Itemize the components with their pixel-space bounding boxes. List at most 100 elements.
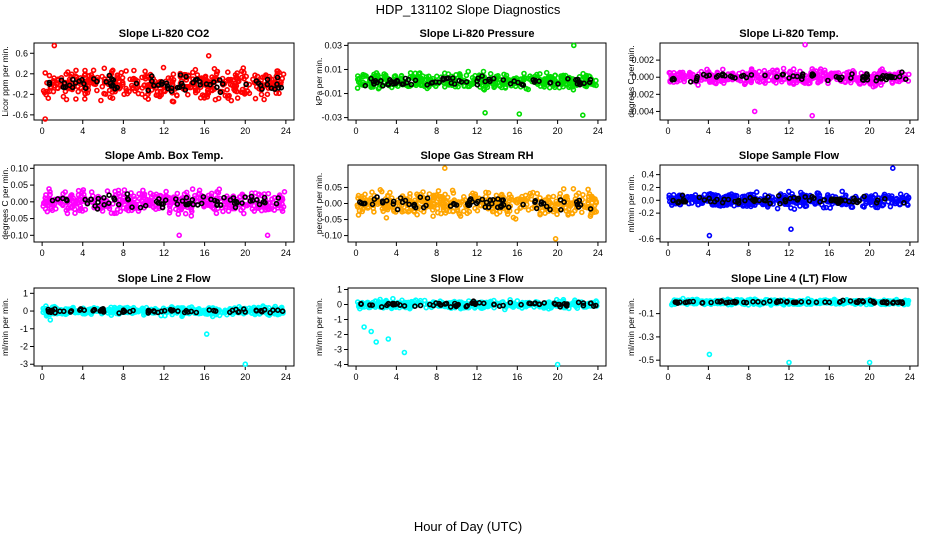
data-point: [568, 201, 575, 208]
reference-point: [121, 308, 128, 315]
data-point-outlier: [751, 108, 758, 115]
data-point: [117, 208, 124, 215]
reference-point: [714, 196, 720, 203]
data-point: [517, 205, 523, 211]
data-point: [224, 87, 230, 93]
data-point-outlier: [809, 112, 816, 119]
data-point: [106, 307, 112, 314]
x-tick-label: 8: [746, 126, 751, 136]
data-point: [82, 206, 89, 213]
reference-point: [275, 85, 282, 91]
reference-point: [97, 308, 103, 314]
x-tick-label: 24: [281, 126, 291, 136]
data-point: [717, 199, 724, 206]
data-point: [98, 97, 104, 104]
reference-point: [372, 78, 379, 84]
data-point: [472, 205, 478, 212]
reference-point: [273, 200, 280, 207]
y-axis-label: Licor ppm per min.: [0, 46, 10, 116]
data-point: [550, 193, 557, 200]
y-tick-label: -0.5: [638, 355, 654, 365]
data-point: [46, 72, 53, 79]
data-point: [507, 296, 513, 303]
reference-point: [735, 197, 742, 204]
data-point: [72, 210, 78, 216]
x-tick-label: 8: [121, 248, 126, 258]
x-tick-label: 20: [865, 248, 875, 258]
data-point: [73, 96, 79, 102]
data-point: [902, 299, 908, 306]
data-points: [354, 165, 600, 242]
data-point: [196, 187, 203, 194]
data-point: [50, 88, 57, 95]
reference-point: [826, 299, 833, 306]
y-tick-label: -0.03: [321, 113, 342, 123]
data-point: [150, 204, 157, 211]
data-point: [812, 200, 818, 206]
data-point: [213, 210, 220, 217]
reference-point: [124, 191, 131, 197]
reference-point: [405, 76, 412, 83]
reference-point: [690, 298, 697, 305]
x-tick-label: 12: [784, 248, 794, 258]
reference-point: [487, 197, 494, 203]
data-point: [278, 79, 284, 85]
y-tick-label: 0: [23, 306, 28, 316]
reference-point: [748, 72, 755, 78]
data-point: [562, 205, 569, 211]
chart-title: Slope Sample Flow: [739, 150, 840, 162]
reference-point: [63, 196, 70, 203]
reference-point: [821, 197, 828, 203]
y-tick-label: 1: [337, 285, 342, 295]
data-point-outlier: [706, 232, 713, 239]
x-tick-label: 20: [240, 372, 250, 382]
data-point: [502, 84, 509, 90]
reference-point: [575, 299, 582, 306]
data-point: [573, 192, 580, 199]
reference-point: [472, 301, 479, 308]
reference-point: [84, 200, 91, 207]
reference-point: [417, 194, 424, 200]
data-point: [748, 66, 755, 72]
reference-point: [717, 299, 723, 305]
data-point: [578, 209, 585, 216]
reference-point: [701, 197, 708, 203]
data-point: [527, 190, 534, 197]
data-point-outlier: [516, 111, 523, 117]
reference-point: [72, 80, 79, 86]
x-tick-label: 24: [593, 126, 603, 136]
reference-point: [791, 299, 798, 306]
data-point: [120, 198, 127, 205]
reference-point: [81, 307, 87, 314]
data-point: [383, 215, 390, 221]
data-point: [114, 72, 121, 78]
reference-point: [60, 308, 67, 315]
x-tick-label: 16: [512, 248, 522, 258]
data-point: [580, 192, 586, 198]
data-point: [378, 188, 385, 195]
reference-point: [479, 73, 485, 79]
reference-point: [267, 309, 274, 316]
data-point: [127, 76, 133, 83]
data-point: [421, 297, 428, 304]
reference-point: [95, 199, 101, 206]
reference-point: [82, 85, 89, 91]
reference-point: [778, 298, 784, 304]
reference-point: [88, 196, 94, 203]
data-point: [464, 210, 471, 217]
reference-point: [500, 302, 506, 309]
reference-point: [163, 80, 170, 86]
data-point: [849, 204, 856, 210]
reference-point: [374, 194, 380, 200]
data-point-outlier: [47, 317, 54, 323]
data-point-outlier: [203, 331, 210, 337]
reference-point: [94, 206, 101, 212]
data-point: [748, 79, 755, 86]
reference-point: [490, 197, 496, 203]
data-point: [99, 73, 105, 80]
data-point: [188, 206, 194, 213]
reference-point: [149, 78, 155, 84]
x-tick-label: 20: [240, 248, 250, 258]
reference-point: [447, 304, 454, 310]
